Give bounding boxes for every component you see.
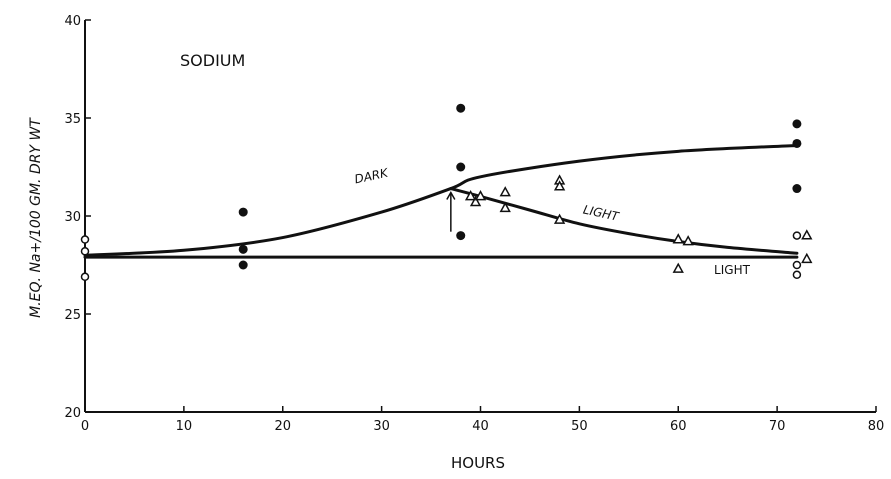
x-tick-label: 30	[373, 419, 390, 434]
data-point-filled-circle	[456, 231, 466, 241]
y-tick-label: 20	[64, 406, 81, 421]
data-point-open-triangle	[672, 262, 684, 273]
curve-label-light-1: LIGHT	[582, 203, 622, 225]
x-tick-label: 70	[769, 419, 786, 434]
data-point-open-circle	[792, 270, 802, 280]
y-tick-label: 40	[64, 14, 81, 29]
x-tick-label: 0	[81, 419, 89, 434]
x-tick-label: 10	[176, 419, 193, 434]
data-point-filled-circle	[792, 138, 802, 148]
x-tick-label: 40	[472, 419, 489, 434]
data-point-filled-circle	[456, 162, 466, 172]
data-point-open-triangle	[553, 213, 566, 224]
data-point-filled-circle	[792, 184, 802, 194]
curve-label-light-2: LIGHT	[714, 263, 751, 277]
data-point-open-circle	[792, 260, 802, 270]
x-axis-label: HOURS	[451, 454, 505, 472]
data-point-open-triangle	[682, 235, 694, 246]
curve-label-dark: DARK	[353, 166, 390, 187]
x-tick-label: 60	[670, 419, 687, 434]
data-point-open-triangle	[499, 186, 511, 197]
x-tick-label: 80	[868, 419, 885, 434]
data-point-open-triangle	[469, 195, 482, 207]
axes: 0 10 20 30 40 50 60 70 80 20 25 30 35 40	[64, 14, 884, 434]
y-axis-label: M.EQ. Na+/100 GM. DRY WT	[28, 117, 44, 318]
data-point-open-triangle	[499, 201, 511, 213]
y-tick-label: 35	[64, 112, 81, 127]
y-tick-label: 30	[64, 210, 81, 225]
curves	[83, 143, 799, 259]
data-point-open-circle	[80, 247, 90, 256]
data-point-filled-circle	[456, 103, 466, 113]
data-point-open-triangle	[464, 190, 477, 201]
data-point-open-triangle	[672, 233, 684, 244]
data-point-open-circle	[80, 235, 90, 244]
curve-light-upper	[449, 187, 799, 255]
arrow-head	[446, 190, 456, 200]
x-tick-label: 50	[571, 419, 588, 434]
annotation	[446, 190, 456, 232]
chart-title: SODIUM	[180, 51, 245, 70]
data-point-open-circle	[792, 231, 802, 240]
data-point-filled-circle	[238, 207, 248, 217]
data-point-open-triangle	[474, 190, 487, 201]
data-point-open-triangle	[553, 180, 566, 191]
data-points	[80, 103, 813, 282]
data-point-filled-circle	[238, 260, 248, 270]
data-point-open-triangle	[801, 252, 813, 264]
x-tick-label: 20	[274, 419, 291, 434]
data-point-open-triangle	[801, 229, 813, 240]
y-tick-label: 25	[64, 308, 81, 323]
labels: SODIUM HOURS M.EQ. Na+/100 GM. DRY WT DA…	[28, 51, 751, 472]
data-point-open-circle	[80, 272, 90, 282]
data-point-filled-circle	[792, 119, 802, 129]
data-point-filled-circle	[238, 244, 248, 254]
